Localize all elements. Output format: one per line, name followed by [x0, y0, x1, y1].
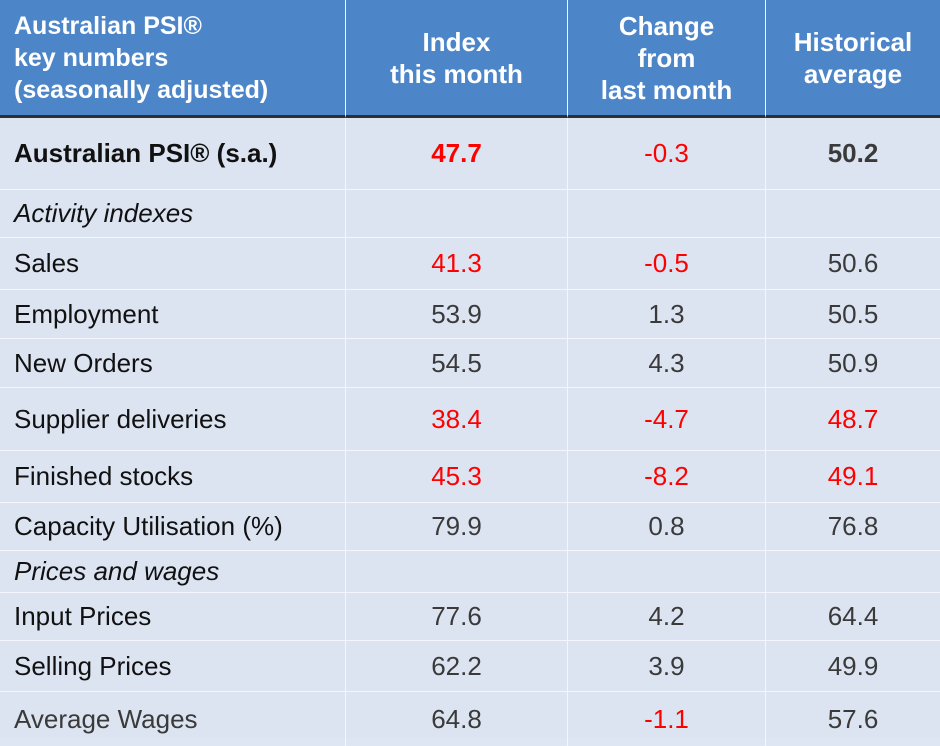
- cell-index: 54.5: [346, 339, 568, 388]
- empty-cell: [766, 551, 940, 593]
- header-line: from: [637, 42, 696, 73]
- section-heading-activity: Activity indexes: [0, 190, 346, 238]
- cell-index: 62.2: [346, 641, 568, 692]
- empty-cell: [346, 190, 568, 238]
- cell-average: 48.7: [766, 388, 940, 451]
- cell-change: -8.2: [568, 451, 766, 503]
- cell-change: 3.9: [568, 641, 766, 692]
- empty-cell: [568, 190, 766, 238]
- cell-average: 64.4: [766, 593, 940, 641]
- header-line: (seasonally adjusted): [14, 75, 269, 104]
- cell-change: 4.2: [568, 593, 766, 641]
- cell-average: 50.6: [766, 238, 940, 290]
- cell-change: -0.3: [568, 118, 766, 190]
- row-label-employment: Employment: [0, 290, 346, 339]
- cell-change: 0.8: [568, 503, 766, 551]
- row-label-input-prices: Input Prices: [0, 593, 346, 641]
- cell-index: 64.8: [346, 692, 568, 746]
- header-line: key numbers: [14, 43, 169, 72]
- cell-index: 79.9: [346, 503, 568, 551]
- row-label-supplier-deliveries: Supplier deliveries: [0, 388, 346, 451]
- cell-change: -0.5: [568, 238, 766, 290]
- cell-index: 41.3: [346, 238, 568, 290]
- header-line: last month: [600, 74, 733, 105]
- empty-cell: [346, 551, 568, 593]
- row-label-capacity-utilisation: Capacity Utilisation (%): [0, 503, 346, 551]
- row-label-new-orders: New Orders: [0, 339, 346, 388]
- header-line: average: [803, 58, 903, 89]
- empty-cell: [766, 190, 940, 238]
- cell-index: 45.3: [346, 451, 568, 503]
- header-line: Historical: [793, 26, 913, 57]
- cell-index: 53.9: [346, 290, 568, 339]
- header-change-from-last-month: Change from last month: [568, 0, 766, 118]
- cell-change: 4.3: [568, 339, 766, 388]
- cell-average: 49.9: [766, 641, 940, 692]
- row-label-selling-prices: Selling Prices: [0, 641, 346, 692]
- header-key-numbers: Australian PSI® key numbers (seasonally …: [0, 0, 346, 118]
- cell-change: -4.7: [568, 388, 766, 451]
- header-line: Index: [422, 26, 491, 57]
- cell-average: 50.9: [766, 339, 940, 388]
- cell-average: 50.5: [766, 290, 940, 339]
- empty-cell: [568, 551, 766, 593]
- cell-change: -1.1: [568, 692, 766, 746]
- cell-average: 50.2: [766, 118, 940, 190]
- cell-average: 49.1: [766, 451, 940, 503]
- row-label-average-wages: Average Wages: [0, 692, 346, 746]
- section-heading-prices-wages: Prices and wages: [0, 551, 346, 593]
- cell-change: 1.3: [568, 290, 766, 339]
- row-label-finished-stocks: Finished stocks: [0, 451, 346, 503]
- header-index-this-month: Index this month: [346, 0, 568, 118]
- cell-index: 47.7: [346, 118, 568, 190]
- cell-index: 38.4: [346, 388, 568, 451]
- row-label-psi: Australian PSI® (s.a.): [0, 118, 346, 190]
- row-label-sales: Sales: [0, 238, 346, 290]
- cell-index: 77.6: [346, 593, 568, 641]
- cell-average: 57.6: [827, 703, 879, 734]
- header-historical-average: Historical average: [766, 0, 940, 118]
- header-line: Australian PSI®: [14, 11, 202, 40]
- cell-average: 76.8: [766, 503, 940, 551]
- header-line: this month: [390, 58, 523, 89]
- header-line: Change: [618, 10, 715, 41]
